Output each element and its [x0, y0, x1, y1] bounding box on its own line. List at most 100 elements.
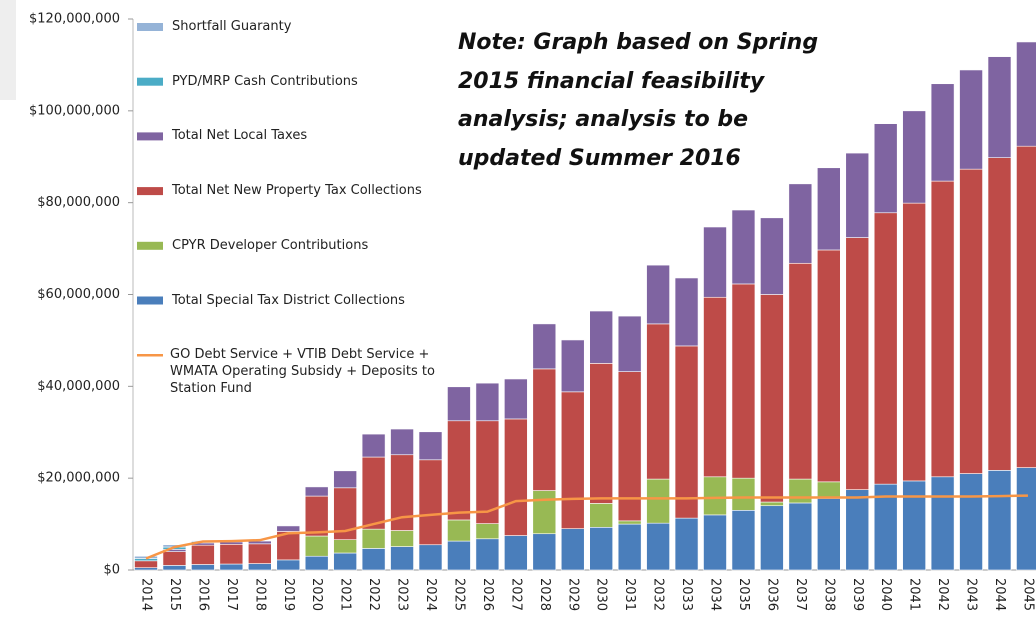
bar-segment [560, 391, 585, 529]
line-series [145, 494, 1028, 560]
legend-label: CPYR Developer Contributions [172, 237, 369, 253]
bar-segment [674, 345, 699, 519]
bar-segment [361, 456, 386, 530]
bar-segment [361, 548, 386, 571]
bar-segment [162, 551, 187, 566]
bar-segment [447, 386, 471, 422]
bar-segment [646, 264, 670, 325]
bar-segment [788, 502, 813, 571]
x-tick-label: 2018 [252, 578, 267, 611]
annotation: Note: Graph based on Spring [458, 30, 819, 55]
bar-segment [987, 56, 1012, 158]
legend-swatch [137, 23, 163, 31]
bar-segment [560, 528, 585, 571]
bar-segment [134, 560, 158, 569]
y-tick-label: $0 [103, 563, 120, 578]
bar-segment [873, 123, 898, 214]
bar-segment [589, 526, 614, 571]
bar-segment [219, 543, 244, 565]
x-tick-label: 2025 [451, 578, 466, 611]
bar-segment [816, 167, 841, 251]
bar-segment [902, 480, 926, 571]
bar-segment [532, 368, 557, 491]
bar-segment [248, 563, 272, 571]
bar-segment [959, 69, 983, 170]
x-tick-label: 2033 [679, 578, 694, 611]
bar-segment [191, 564, 215, 571]
x-tick-label: 2027 [508, 578, 523, 611]
bar-segment [646, 323, 670, 480]
legend-label: Total Net Local Taxes [172, 128, 308, 144]
bar-segment [276, 559, 301, 571]
bar-segment [276, 525, 301, 532]
x-tick-label: 2045 [1020, 578, 1035, 611]
x-tick-label: 2017 [224, 578, 239, 611]
bar-segment [1016, 145, 1036, 468]
bar-segment [646, 478, 670, 524]
x-tick-label: 2019 [281, 578, 296, 611]
bar-segment [788, 183, 813, 264]
x-tick-label: 2031 [622, 578, 637, 611]
annotation: 2015 financial feasibility [458, 68, 765, 94]
bar-segment [816, 498, 841, 571]
bar-segment [475, 382, 500, 422]
bar-segment [560, 339, 585, 393]
x-tick-label: 2043 [964, 578, 979, 611]
x-tick-label: 2042 [935, 578, 950, 611]
y-tick-label: $100,000,000 [29, 103, 120, 118]
bar-segment [333, 470, 357, 489]
bar-segment [731, 477, 756, 511]
x-tick-label: 2044 [992, 578, 1007, 611]
x-tick-label: 2026 [480, 578, 495, 611]
bar-segment [589, 310, 614, 364]
legend-label: Total Net New Property Tax Collections [172, 183, 422, 199]
bar-segment [788, 478, 813, 504]
bar-segment [304, 495, 329, 537]
bar-segment [731, 283, 756, 479]
x-tick-label: 2015 [167, 578, 182, 611]
bar-segment [902, 110, 926, 204]
legend-swatch [137, 187, 163, 196]
bar-segment [617, 315, 642, 372]
x-tick-label: 2035 [736, 578, 751, 611]
bar-segment [845, 489, 870, 571]
x-tick-label: 2014 [139, 578, 154, 611]
bar-segment [589, 503, 614, 528]
bar-segment [304, 486, 329, 497]
bar-segment [333, 552, 357, 571]
bar-segment [930, 83, 955, 182]
bar-segment [504, 535, 528, 571]
legend-swatch [137, 296, 163, 305]
legend-label: PYD/MRP Cash Contributions [172, 73, 358, 89]
x-tick-label: 2023 [395, 578, 410, 611]
x-tick-label: 2016 [195, 578, 210, 611]
x-tick-label: 2030 [594, 578, 609, 611]
bar-segment [390, 530, 414, 547]
bar-segment [703, 514, 727, 571]
bar-segment [475, 538, 500, 571]
bar-segment [219, 563, 244, 571]
bar-segment [134, 558, 158, 562]
legend-label: Shortfall Guaranty [172, 19, 292, 34]
screen-edge [0, 0, 16, 100]
bar-segment [191, 544, 215, 565]
bar-segment [504, 418, 528, 536]
y-tick-label: $40,000,000 [37, 379, 120, 394]
bar-segment [873, 212, 898, 485]
bar-segment [418, 431, 443, 461]
legend-label: GO Debt Service + VTIB Debt Service + WM… [170, 347, 435, 397]
bar-segment [617, 523, 642, 571]
bar-segment [1016, 41, 1036, 147]
bar-segment [418, 544, 443, 571]
bar-segment [617, 520, 642, 525]
bar-segment [987, 470, 1012, 571]
bar-segment [930, 180, 955, 478]
y-tick-label: $80,000,000 [37, 195, 120, 210]
x-tick-label: 2038 [821, 578, 836, 611]
bar-segment [162, 565, 187, 571]
bar-segment [703, 226, 727, 298]
bar-segment [845, 237, 870, 490]
legend-label: Total Special Tax District Collections [172, 292, 405, 308]
bar-segment [532, 533, 557, 571]
